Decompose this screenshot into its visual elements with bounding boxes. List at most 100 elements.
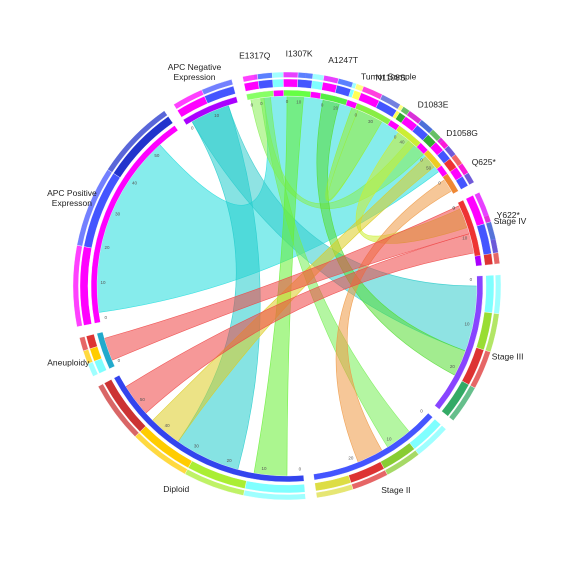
tick-label-tumor-3: 30 (368, 119, 374, 124)
segment-track2-q625-1 (463, 172, 475, 186)
segment-track1-apcneg-1 (204, 85, 236, 104)
segment-arc-a1247t (319, 92, 348, 106)
segment-track1-diploid-0 (244, 480, 306, 494)
segment-track1-a1247t-1 (334, 84, 352, 97)
segment-label-diploid: Diploid (163, 484, 189, 494)
segment-arc-y622 (457, 199, 481, 257)
tick-label-tumor-0: 0 (260, 101, 263, 106)
segment-track2-stage3-3 (448, 385, 476, 421)
tick-label-stage2-0: 0 (420, 409, 423, 414)
tick-label-diploid-5: 50 (140, 397, 146, 402)
segment-track2-n1108s-1 (379, 94, 401, 110)
segment-track2-stage2-3 (315, 484, 354, 499)
tick-label-y622-0: 0 (453, 205, 456, 210)
tick-label-diploid-2: 20 (227, 458, 233, 463)
segment-track1-y622-1 (476, 223, 492, 256)
segment-label-d1083e: D1083E (418, 100, 449, 110)
tick-label-apcpos-5: 50 (154, 153, 160, 158)
segment-track2-stage3-0 (493, 274, 502, 315)
tick-label-tumor-1: 10 (296, 100, 302, 105)
segment-track1-stage3-3 (441, 380, 470, 417)
tick-label-tumor-4: 40 (399, 140, 405, 145)
segments-layer (72, 71, 502, 501)
tick-label-apcpos-0: 0 (105, 315, 108, 320)
tick-label-stage3-2: 20 (450, 364, 456, 369)
segment-label-tumor: Tumor Sample (361, 72, 417, 82)
labels-layer: 0 10 20 30 40 50 Tumor Sample 0 10 Stage IV 0 10 20 S… (47, 49, 527, 496)
segment-track2-a1247t-1 (337, 78, 354, 88)
segment-label-stage3: Stage III (492, 352, 524, 362)
segment-arc-q625 (442, 173, 459, 195)
tick-label-apcneg-1: 10 (214, 113, 220, 118)
segment-track2-e1317q-0 (242, 73, 259, 83)
segment-label-n1108s: N1108S (375, 73, 405, 83)
segment-track1-e1317q-1 (257, 79, 274, 90)
segment-track2-aneuploidy-2 (79, 336, 89, 352)
tick-label-apcpos-3: 30 (115, 211, 121, 216)
segment-label-e1317q: E1317Q (239, 51, 271, 61)
segment-label-i1307k: I1307K (286, 49, 313, 59)
tick-label-apcneg-0: 0 (191, 125, 194, 130)
segment-track1-diploid-3 (103, 379, 146, 433)
segment-arc-d1058g (423, 149, 442, 170)
segment-track2-e1317q-1 (256, 72, 273, 80)
tick-label-stage3-0: 0 (470, 277, 473, 282)
segment-track1-e1317q-0 (243, 80, 260, 92)
segment-track2-d1083e-1 (417, 119, 434, 134)
segment-arc-aneuploidy (96, 331, 116, 370)
tick-label-e1317q-0: 0 (251, 103, 254, 108)
tick-label-a1247t-0: 0 (321, 103, 324, 108)
segment-track1-d1058g-1 (436, 149, 451, 164)
tick-label-stage4-0: 0 (453, 205, 456, 210)
tick-label-d1083e-0: 0 (394, 134, 397, 139)
segment-track2-apcneg-1 (201, 79, 234, 96)
segment-track1-a1247t-0 (321, 81, 338, 94)
segment-track1-q625-1 (455, 176, 469, 190)
tick-label-apcpos-4: 40 (132, 180, 138, 185)
segment-arc-n1108s (354, 102, 392, 126)
segment-label-q625: Q625* (472, 157, 497, 167)
tick-label-i1307k-0: 0 (286, 99, 289, 104)
chords-layer (96, 95, 478, 477)
segment-track1-apcpos-0 (79, 246, 92, 326)
tick-label-tumor-5: 50 (426, 166, 432, 171)
segment-track2-d1058g-1 (444, 145, 456, 158)
tick-label-diploid-0: 0 (299, 467, 302, 472)
segment-label-apcneg: APC Negative Expression (168, 62, 222, 82)
tick-label-diploid-4: 40 (165, 423, 171, 428)
segment-label-apcpos: APC Positive Expresson (47, 188, 97, 208)
segment-label-stage2: Stage II (381, 485, 410, 495)
tick-label-stage2-1: 10 (386, 436, 392, 441)
segment-track2-i1307k-1 (297, 72, 314, 80)
tick-label-stage2-2: 20 (348, 456, 354, 461)
tick-label-apcpos-2: 20 (105, 245, 111, 250)
segment-arc-e1317q (246, 90, 274, 101)
tick-label-apcpos-1: 10 (101, 280, 107, 285)
segment-track1-stage2-3 (314, 475, 352, 492)
tick-label-stage4-1: 10 (462, 236, 468, 241)
segment-track1-n1108s-1 (375, 100, 397, 118)
segment-label-y622: Y622* (497, 210, 521, 220)
segment-arc-i1307k (283, 89, 312, 98)
segment-track1-aneuploidy-2 (85, 333, 98, 350)
segment-arc-apcneg (182, 96, 239, 126)
segment-label-stage4: Stage IV (494, 216, 527, 226)
segment-track1-d1083e-1 (411, 124, 429, 141)
segment-arc-d1083e (395, 125, 421, 148)
segment-track2-i1307k-0 (283, 71, 299, 78)
segment-track1-i1307k-0 (283, 78, 299, 88)
segment-arc-stage3 (434, 275, 484, 410)
segment-track1-apcpos-2 (113, 116, 174, 178)
tick-label-diploid-1: 10 (262, 466, 268, 471)
tick-label-d1058g-0: 0 (420, 158, 423, 163)
segment-arc-stage2 (313, 412, 433, 481)
tick-label-q625-0: 0 (438, 180, 441, 185)
tick-label-stage3-1: 10 (464, 321, 470, 326)
segment-label-d1058g: D1058G (446, 128, 478, 138)
segment-track2-y622-1 (485, 221, 499, 254)
segment-label-aneuploidy: Aneuploidy (47, 358, 90, 368)
segment-track1-i1307k-1 (297, 79, 313, 89)
tick-label-n1108s-0: 0 (355, 113, 358, 118)
tick-label-diploid-3: 30 (194, 443, 200, 448)
